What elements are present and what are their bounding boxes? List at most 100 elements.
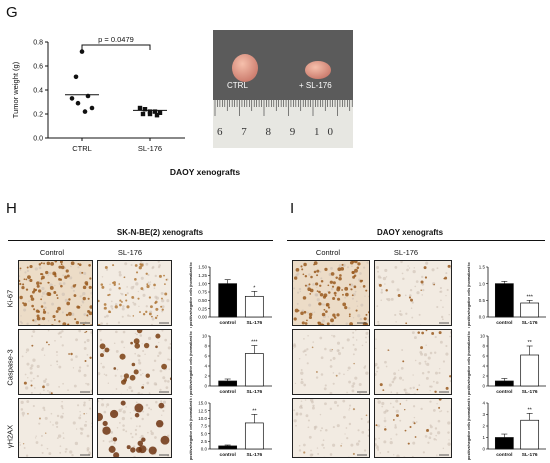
nucleus-faint <box>309 436 312 439</box>
stained-nucleus <box>108 310 111 313</box>
stained-nucleus <box>159 275 162 278</box>
nucleus-faint <box>440 341 443 344</box>
nucleus-faint <box>330 267 333 270</box>
y-tick-label: 12.5 <box>198 408 207 413</box>
stained-nucleus <box>45 432 46 433</box>
nucleus-faint <box>62 383 64 385</box>
nucleus-faint <box>122 307 125 310</box>
stained-nucleus <box>342 294 344 296</box>
photo-label-treated: + SL-176 <box>299 81 332 90</box>
nucleus-faint <box>429 400 431 402</box>
nucleus-faint <box>369 312 370 314</box>
nucleus-faint <box>147 413 150 416</box>
stained-nucleus <box>32 319 34 321</box>
stained-nucleus <box>341 289 343 291</box>
nucleus-faint <box>412 456 414 458</box>
nucleus-faint <box>108 383 109 384</box>
nucleus-faint <box>128 386 131 389</box>
nucleus-faint <box>103 411 106 414</box>
nucleus-faint <box>330 408 332 410</box>
stained-nucleus <box>312 347 314 349</box>
nucleus-faint <box>390 391 392 393</box>
nucleus-faint <box>333 426 335 428</box>
nucleus-faint <box>321 356 324 359</box>
stained-nucleus <box>163 275 165 277</box>
stained-nucleus <box>35 289 37 291</box>
stained-nucleus <box>125 294 127 296</box>
nucleus-faint <box>447 421 450 424</box>
stained-nucleus <box>153 284 156 287</box>
nucleus-faint <box>317 453 319 455</box>
nucleus-faint <box>99 329 102 332</box>
nucleus-faint <box>146 382 149 385</box>
stained-nucleus <box>25 279 27 281</box>
stained-nucleus <box>439 331 442 334</box>
stained-nucleus <box>86 314 88 316</box>
stained-nucleus <box>330 318 334 322</box>
panel-h-rule <box>8 240 273 241</box>
stained-nucleus <box>158 403 164 409</box>
stained-nucleus <box>19 283 21 285</box>
significance-marker: ** <box>528 340 533 346</box>
nucleus-faint <box>400 313 403 316</box>
nucleus-faint <box>416 421 418 423</box>
nucleus-faint <box>301 369 303 371</box>
nucleus-faint <box>136 333 138 335</box>
nucleus-faint <box>412 331 415 334</box>
nucleus-faint <box>129 315 131 317</box>
y-tick-label: 1.0 <box>479 281 486 286</box>
nucleus-faint <box>148 407 150 409</box>
nucleus-faint <box>171 412 172 415</box>
micrograph-h-gh2ax-treated <box>97 398 172 458</box>
nucleus-faint <box>42 452 44 454</box>
stained-nucleus <box>431 332 434 335</box>
nucleus-faint <box>352 382 355 385</box>
nucleus-faint <box>58 386 60 388</box>
nucleus-faint <box>362 345 364 347</box>
nucleus-faint <box>347 266 349 268</box>
stained-nucleus <box>89 357 91 359</box>
nucleus-faint <box>413 270 416 273</box>
nucleus-faint <box>111 308 113 310</box>
nucleus-faint <box>320 414 321 415</box>
nucleus-faint <box>57 415 59 417</box>
nucleus-faint <box>21 401 24 404</box>
stained-nucleus <box>417 331 420 334</box>
nucleus-faint <box>59 331 62 334</box>
nucleus-faint <box>142 343 143 344</box>
nucleus-faint <box>164 380 167 383</box>
nucleus-faint <box>365 337 367 339</box>
nucleus-faint <box>111 437 112 438</box>
bar-control <box>219 446 237 449</box>
stained-nucleus <box>71 261 75 265</box>
nucleus-faint <box>80 295 82 297</box>
nucleus-faint <box>409 267 410 268</box>
nucleus-faint <box>71 454 73 456</box>
nucleus-faint <box>45 417 48 420</box>
nucleus-faint <box>85 421 87 423</box>
stained-nucleus <box>66 269 69 272</box>
nucleus-faint <box>410 387 412 389</box>
nucleus-faint <box>152 369 154 371</box>
nucleus-faint <box>117 369 119 371</box>
nucleus-faint <box>369 283 370 285</box>
nucleus-faint <box>442 318 444 320</box>
nucleus-faint <box>348 307 350 309</box>
stained-nucleus <box>43 311 46 314</box>
nucleus-faint <box>310 398 313 401</box>
nucleus-faint <box>62 413 63 414</box>
stained-nucleus <box>327 322 330 325</box>
stained-nucleus <box>379 284 382 287</box>
nucleus-faint <box>151 267 153 269</box>
stained-nucleus <box>298 310 300 312</box>
stained-nucleus <box>68 298 70 300</box>
nucleus-faint <box>300 371 303 374</box>
nucleus-faint <box>79 411 80 412</box>
nucleus-faint <box>44 290 46 292</box>
stained-nucleus <box>446 387 449 390</box>
stained-nucleus <box>113 367 116 370</box>
nucleus-faint <box>141 393 143 395</box>
nucleus-faint <box>49 394 50 395</box>
nucleus-faint <box>419 314 421 316</box>
